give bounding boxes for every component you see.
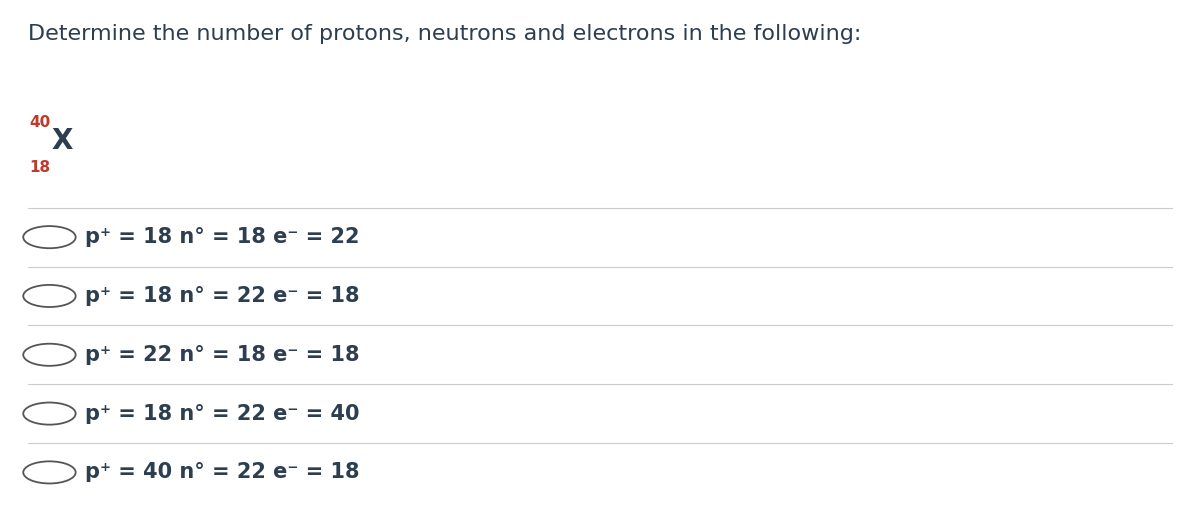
Text: X: X — [52, 127, 73, 155]
Text: 18: 18 — [29, 160, 50, 175]
Text: p⁺ = 22 n° = 18 e⁻ = 18: p⁺ = 22 n° = 18 e⁻ = 18 — [85, 345, 360, 365]
Text: p⁺ = 18 n° = 22 e⁻ = 18: p⁺ = 18 n° = 22 e⁻ = 18 — [85, 286, 360, 306]
Text: p⁺ = 40 n° = 22 e⁻ = 18: p⁺ = 40 n° = 22 e⁻ = 18 — [85, 462, 360, 482]
Text: p⁺ = 18 n° = 22 e⁻ = 40: p⁺ = 18 n° = 22 e⁻ = 40 — [85, 404, 360, 424]
Text: Determine the number of protons, neutrons and electrons in the following:: Determine the number of protons, neutron… — [28, 25, 862, 44]
Text: 40: 40 — [29, 115, 50, 130]
Text: p⁺ = 18 n° = 18 e⁻ = 22: p⁺ = 18 n° = 18 e⁻ = 22 — [85, 227, 360, 247]
